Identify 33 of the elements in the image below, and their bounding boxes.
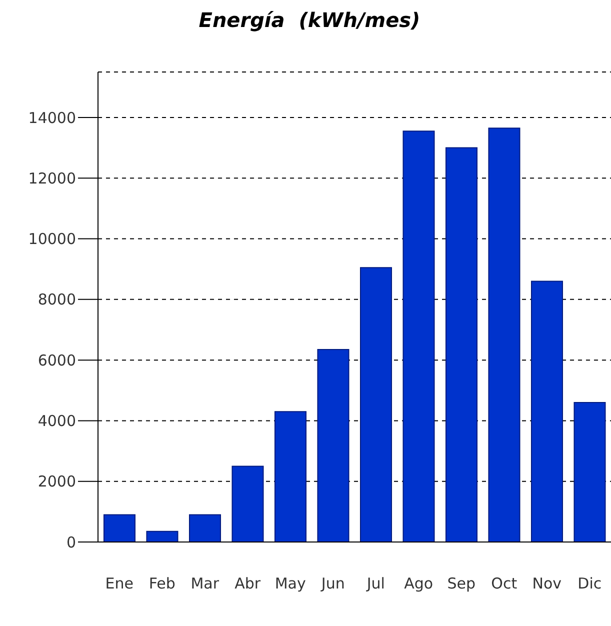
x-tick-label: Jul: [366, 574, 385, 593]
bar: [402, 130, 435, 542]
y-tick-label: 2000: [38, 472, 76, 491]
x-tick-label: Feb: [148, 574, 176, 593]
bar: [146, 530, 178, 542]
bar: [274, 411, 306, 542]
bar: [188, 514, 221, 542]
y-tick-label: 0: [66, 533, 76, 552]
x-tick-label: Sep: [447, 574, 476, 593]
x-tick-label: Ene: [105, 574, 134, 593]
bar: [488, 128, 520, 542]
bar: [103, 514, 136, 542]
x-tick-label: May: [274, 574, 306, 593]
y-tick-label: 6000: [38, 351, 76, 370]
bar: [232, 466, 264, 542]
y-tick-label: 12000: [28, 169, 76, 188]
x-tick-label: Ago: [404, 574, 434, 593]
x-tick-label: Jun: [320, 574, 345, 593]
x-tick-label: Mar: [190, 574, 220, 593]
x-tick-label: Oct: [491, 574, 518, 593]
x-tick-label: Dic: [578, 574, 602, 593]
y-tick-label: 10000: [28, 230, 76, 248]
chart-title: Energía (kWh/mes): [198, 8, 422, 32]
x-tick-label: Abr: [234, 574, 262, 593]
y-tick-label: 4000: [38, 412, 76, 430]
bar: [574, 402, 606, 542]
bar: [530, 280, 563, 542]
bar: [360, 267, 392, 542]
bar: [317, 348, 350, 542]
y-tick-label: 14000: [28, 108, 76, 127]
y-tick-label: 8000: [38, 290, 76, 309]
bar: [445, 147, 478, 542]
x-tick-label: Nov: [532, 574, 562, 593]
